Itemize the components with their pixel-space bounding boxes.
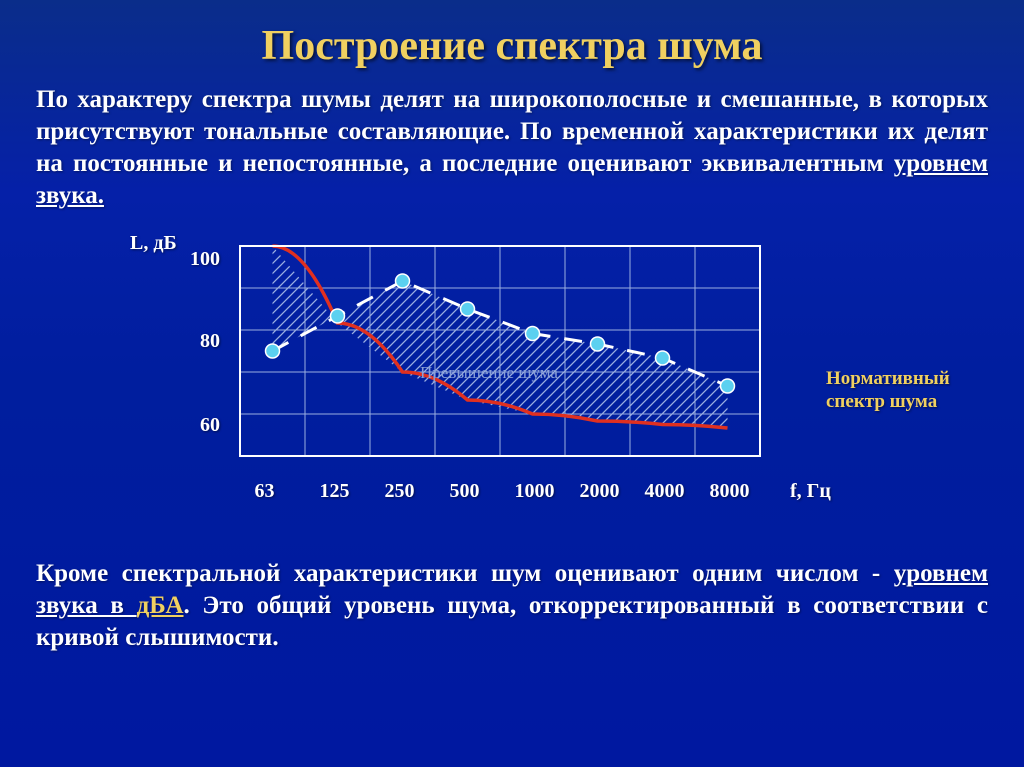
inner-chart-label: Превышение шума (420, 363, 558, 383)
para2-dba: дБА (137, 592, 184, 619)
paragraph-2: Кроме спектральной характеристики шум оц… (0, 552, 1024, 654)
x-tick-250: 250 (385, 480, 415, 503)
x-tick-125: 125 (320, 480, 350, 503)
y-tick-80: 80 (200, 330, 220, 353)
page-title: Построение спектра шума (0, 0, 1024, 84)
x-tick-2000: 2000 (580, 480, 620, 503)
y-tick-100: 100 (190, 248, 220, 271)
x-tick-4000: 4000 (645, 480, 685, 503)
para2-before: Кроме спектральной характеристики шум оц… (36, 560, 894, 587)
chart-area: L, дБ 100 80 60 Превышение шума Норматив… (0, 218, 1024, 548)
paragraph-1: По характеру спектра шумы делят на широк… (0, 84, 1024, 212)
y-tick-60: 60 (200, 414, 220, 437)
x-tick-1000: 1000 (515, 480, 555, 503)
x-tick-8000: 8000 (710, 480, 750, 503)
x-axis-title: f, Гц (790, 480, 831, 503)
chart-svg (230, 236, 770, 466)
chart-legend: Нормативный спектр шума (826, 368, 976, 414)
para1-text: По характеру спектра шумы делят на широк… (36, 86, 988, 177)
y-axis-title: L, дБ (130, 232, 177, 255)
x-tick-500: 500 (450, 480, 480, 503)
x-tick-63: 63 (255, 480, 275, 503)
